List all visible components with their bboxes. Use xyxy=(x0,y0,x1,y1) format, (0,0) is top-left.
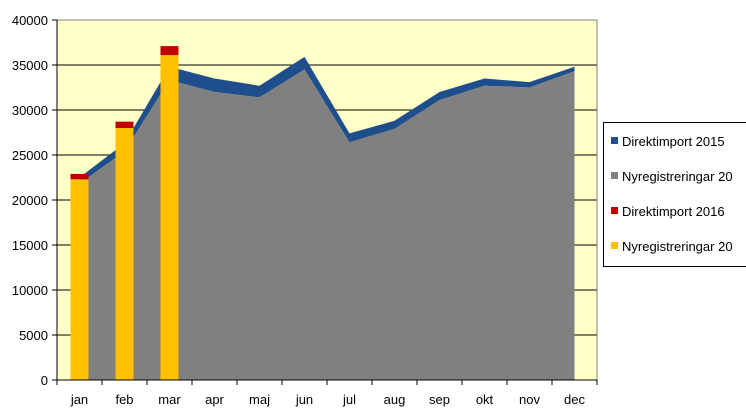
legend-label: Direktimport 2015 xyxy=(622,134,725,149)
bar-series xyxy=(70,46,179,380)
x-tick-label-jun: jun xyxy=(295,392,313,407)
y-tick-label: 15000 xyxy=(12,238,48,253)
area-series xyxy=(79,56,575,380)
area-direktimport-2015 xyxy=(79,56,575,184)
axes: 0 5000 10000 15000 20000 25000 30000 35000 40000… xyxy=(12,13,598,407)
y-tick-label: 25000 xyxy=(12,148,48,163)
legend-swatch xyxy=(611,242,618,249)
area-nyregistreringar-2015 xyxy=(79,69,575,380)
x-tick-label-aug: aug xyxy=(384,392,406,407)
bar-nyregistreringar-2016-mar xyxy=(160,55,179,380)
y-tick-label: 35000 xyxy=(12,58,48,73)
bar-nyregistreringar-2016-feb xyxy=(115,128,134,380)
y-tick-label: 30000 xyxy=(12,103,48,118)
legend-swatch xyxy=(611,137,618,144)
x-tick-label-maj: maj xyxy=(249,392,270,407)
legend-swatch xyxy=(611,172,618,179)
y-tick-label: 0 xyxy=(41,373,48,388)
y-tick-label: 40000 xyxy=(12,13,48,28)
legend-box xyxy=(603,122,746,267)
x-tick-label-apr: apr xyxy=(205,392,224,407)
x-tick-label-dec: dec xyxy=(564,392,585,407)
bar-direktimport-2016-mar xyxy=(160,46,179,56)
bar-direktimport-2016-jan xyxy=(70,173,89,180)
legend-swatch xyxy=(611,207,618,214)
legend-label: Nyregistreringar 20 xyxy=(622,239,733,254)
legend-label: Direktimport 2016 xyxy=(622,204,725,219)
y-tick-label: 10000 xyxy=(12,283,48,298)
bar-direktimport-2016-feb xyxy=(115,121,134,128)
x-tick-label-jul: jul xyxy=(342,392,356,407)
bar-nyregistreringar-2016-jan xyxy=(70,179,89,380)
y-tick-label: 5000 xyxy=(19,328,48,343)
legend: Direktimport 2015 Nyregistreringar 20 Dire… xyxy=(603,122,746,267)
x-tick-label-feb: feb xyxy=(115,392,133,407)
x-tick-label-nov: nov xyxy=(519,392,540,407)
x-tick-label-jan: jan xyxy=(70,392,88,407)
x-tick-label-okt: okt xyxy=(476,392,494,407)
legend-label: Nyregistreringar 20 xyxy=(622,169,733,184)
x-tick-label-mar: mar xyxy=(158,392,181,407)
y-tick-label: 20000 xyxy=(12,193,48,208)
x-tick-label-sep: sep xyxy=(429,392,450,407)
